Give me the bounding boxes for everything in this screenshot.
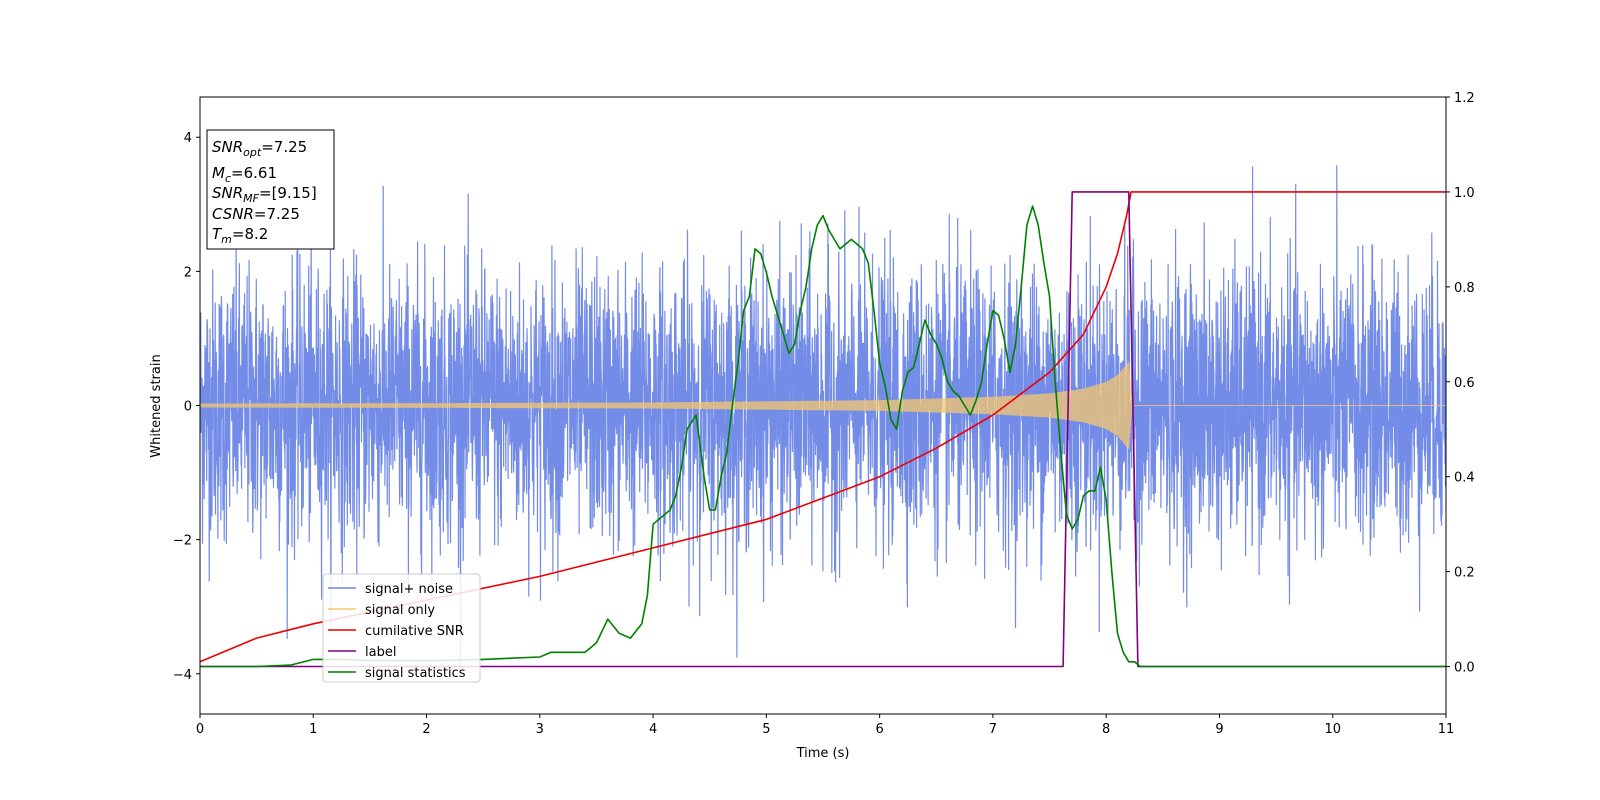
right-y-tick-label: 0.8 bbox=[1454, 281, 1475, 296]
x-tick-label: 9 bbox=[1215, 722, 1223, 737]
x-tick-label: 3 bbox=[536, 722, 544, 737]
series-signal-only bbox=[200, 362, 1446, 450]
x-tick-label: 4 bbox=[649, 722, 657, 737]
left-axis-ticks: −4 −2 0 2 4 bbox=[173, 131, 200, 683]
right-y-tick-label: 0.6 bbox=[1454, 376, 1475, 391]
legend-frame bbox=[322, 573, 481, 683]
x-tick-label: 8 bbox=[1102, 722, 1110, 737]
right-y-tick-label: 0.4 bbox=[1454, 471, 1475, 486]
right-y-tick-label: 0.2 bbox=[1454, 566, 1475, 581]
left-y-tick-label: −4 bbox=[173, 668, 192, 683]
right-y-tick-label: 1.2 bbox=[1454, 91, 1475, 106]
legend-label: signal+ noise bbox=[365, 582, 453, 597]
x-tick-label: 1 bbox=[309, 722, 317, 737]
left-y-tick-label: 0 bbox=[184, 400, 192, 415]
right-axis-ticks: 0.0 0.2 0.4 0.6 0.8 1.0 1.2 bbox=[1446, 91, 1475, 676]
info-tm: Tm=8.2 bbox=[212, 225, 268, 246]
left-y-tick-label: 4 bbox=[184, 131, 192, 146]
info-box-frame bbox=[206, 129, 335, 250]
x-tick-label: 11 bbox=[1438, 722, 1455, 737]
signal-only-line bbox=[200, 362, 1446, 450]
x-tick-label: 6 bbox=[875, 722, 883, 737]
x-tick-label: 10 bbox=[1324, 722, 1341, 737]
info-snr-mf: SNRMF=[9.15] bbox=[212, 184, 317, 205]
x-axis-label: Time (s) bbox=[796, 746, 850, 761]
x-tick-label: 0 bbox=[196, 722, 204, 737]
left-y-tick-label: 2 bbox=[184, 265, 192, 280]
x-tick-label: 5 bbox=[762, 722, 770, 737]
legend-label: signal statistics bbox=[365, 666, 466, 681]
info-box: SNRopt=7.25 Mc=6.61 SNRMF=[9.15] CSNR=7.… bbox=[206, 129, 335, 250]
right-y-tick-label: 0.0 bbox=[1454, 661, 1475, 676]
left-y-tick-label: −2 bbox=[173, 534, 192, 549]
series-signal-plus-noise bbox=[200, 165, 1446, 676]
info-csnr: CSNR=7.25 bbox=[212, 205, 300, 223]
legend-label: signal only bbox=[365, 603, 435, 618]
x-tick-label: 2 bbox=[422, 722, 430, 737]
info-snr-opt: SNRopt=7.25 bbox=[212, 138, 307, 159]
legend-label: label bbox=[365, 645, 396, 660]
legend-label: cumilative SNR bbox=[365, 624, 464, 639]
x-tick-label: 7 bbox=[989, 722, 997, 737]
signal-plus-noise-line bbox=[200, 165, 1446, 676]
y-axis-label: Whitened strain bbox=[149, 354, 164, 457]
right-y-tick-label: 1.0 bbox=[1454, 186, 1475, 201]
info-chirp-mass: Mc=6.61 bbox=[212, 164, 277, 185]
legend: signal+ noise signal only cumilative SNR la… bbox=[322, 573, 481, 683]
signal-statistics-line bbox=[200, 205, 1446, 668]
x-axis-ticks: 0 1 2 3 4 5 6 7 8 9 10 11 bbox=[196, 714, 1454, 737]
